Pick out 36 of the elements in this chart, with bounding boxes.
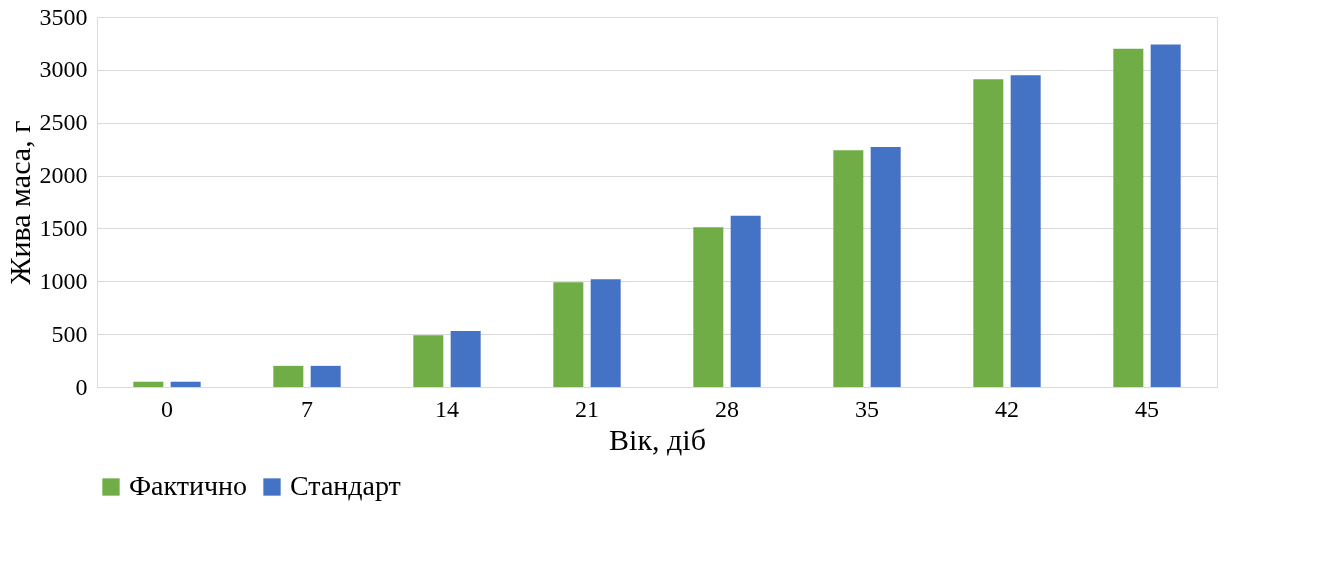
y-tick-label: 0 [75,373,88,400]
bar [170,381,201,387]
bar [1150,44,1181,387]
bar [730,215,761,387]
y-tick-label: 500 [51,320,88,347]
x-tick-label: 0 [161,395,173,422]
y-tick-label: 2000 [39,162,88,189]
bar [693,227,724,387]
bar [273,365,304,387]
bar [133,381,164,387]
y-tick-label: 1000 [39,267,88,294]
x-tick-label: 28 [715,395,739,422]
x-tick-label: 14 [435,395,459,422]
legend-label: Фактично [129,470,248,501]
x-tick-label: 21 [575,395,599,422]
bar [450,330,481,387]
bar [870,147,901,387]
bar [590,279,621,387]
x-tick-label: 7 [301,395,313,422]
x-tick-label: 35 [855,395,879,422]
y-tick-label: 3500 [39,3,88,30]
x-tick-label: 45 [1135,395,1159,422]
bar [310,365,341,387]
x-axis-title: Вік, діб [609,422,706,456]
y-tick-label: 3000 [39,56,88,83]
legend-label: Стандарт [290,470,401,501]
bar [833,150,864,387]
bar [413,335,444,387]
bar [1113,48,1144,387]
y-tick-label: 2500 [39,109,88,136]
bar [973,79,1004,387]
y-axis-title: Жива маса, г [2,120,36,285]
bar [553,282,584,387]
y-tick-label: 1500 [39,214,88,241]
x-tick-label: 42 [995,395,1019,422]
bar [1010,75,1041,387]
